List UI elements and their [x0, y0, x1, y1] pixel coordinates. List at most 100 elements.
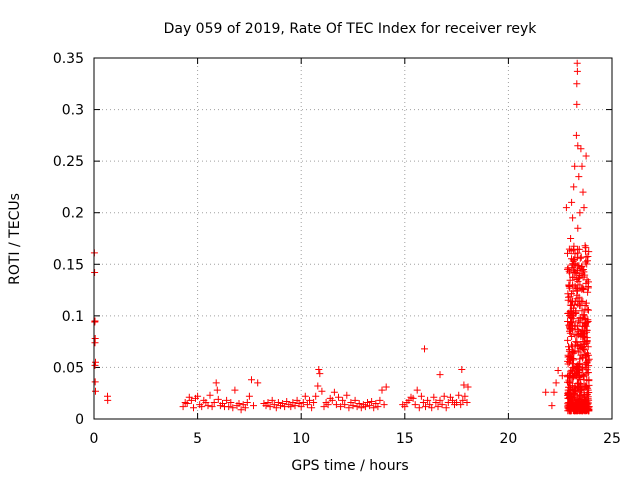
data-point	[229, 404, 237, 412]
data-point	[351, 396, 359, 404]
data-point	[231, 386, 239, 394]
data-point	[583, 366, 591, 374]
data-point	[401, 403, 409, 411]
data-point	[582, 258, 590, 266]
data-point	[434, 403, 442, 411]
data-point	[584, 316, 592, 324]
data-point	[430, 393, 438, 401]
data-point	[335, 393, 342, 401]
data-point	[569, 304, 577, 312]
data-point	[574, 249, 582, 257]
data-point	[415, 404, 423, 412]
data-point	[568, 392, 576, 400]
data-point	[578, 162, 586, 170]
data-point	[266, 403, 274, 411]
data-point	[580, 332, 588, 340]
data-point	[380, 401, 388, 409]
data-point	[91, 269, 99, 276]
data-point	[574, 277, 582, 285]
data-point	[291, 402, 299, 410]
data-point	[574, 142, 582, 150]
data-point	[237, 406, 245, 414]
data-point	[315, 366, 323, 373]
data-point	[575, 348, 583, 356]
data-point	[573, 80, 581, 88]
data-point	[301, 392, 309, 400]
data-point	[572, 131, 580, 139]
data-point	[183, 400, 191, 407]
data-point	[579, 273, 587, 281]
data-point	[208, 403, 216, 411]
x-tick-label: 5	[193, 431, 202, 447]
data-point	[566, 403, 574, 410]
data-point	[578, 263, 585, 271]
data-point	[585, 399, 592, 407]
data-point	[241, 404, 249, 412]
data-point	[316, 370, 324, 378]
data-point	[361, 403, 369, 411]
data-point	[584, 343, 592, 351]
data-point	[550, 388, 558, 396]
x-tick-label: 10	[292, 431, 310, 447]
data-point	[424, 396, 432, 404]
data-point	[264, 399, 272, 406]
data-point	[574, 224, 582, 232]
data-point	[566, 301, 574, 309]
data-point	[573, 59, 581, 67]
y-tick-label: 0.35	[53, 51, 84, 67]
data-point	[459, 396, 467, 404]
data-point	[370, 404, 378, 412]
data-point	[564, 296, 572, 304]
data-point	[582, 152, 590, 160]
data-point	[573, 67, 581, 75]
data-point	[432, 399, 440, 406]
data-point	[320, 403, 328, 411]
data-point	[91, 361, 99, 369]
data-point	[573, 100, 581, 108]
data-point	[567, 354, 575, 361]
data-point	[576, 391, 584, 399]
data-point	[575, 173, 583, 181]
data-point	[579, 338, 587, 345]
data-point	[214, 395, 222, 403]
y-tick-label: 0.25	[53, 154, 84, 170]
x-axis-label: GPS time / hours	[291, 458, 408, 474]
y-tick-label: 0.15	[53, 257, 84, 273]
data-point	[303, 401, 311, 409]
x-tick-label: 0	[90, 431, 99, 447]
data-point	[578, 307, 586, 315]
data-point	[460, 381, 468, 389]
data-point	[552, 379, 560, 387]
data-point	[579, 188, 587, 196]
data-point	[566, 284, 574, 292]
data-point	[328, 396, 336, 404]
data-point	[575, 274, 583, 282]
data-point	[213, 386, 221, 394]
data-point	[576, 315, 584, 323]
data-point	[250, 402, 257, 410]
data-point	[449, 396, 456, 404]
data-point	[417, 392, 425, 400]
data-point	[422, 403, 429, 411]
data-point	[574, 267, 581, 275]
data-point	[577, 253, 585, 261]
data-point	[245, 392, 253, 400]
data-point	[374, 403, 382, 411]
data-point	[463, 399, 471, 406]
data-point	[366, 402, 374, 410]
data-point	[413, 386, 421, 394]
data-point	[339, 396, 347, 404]
y-tick-label: 0.1	[62, 309, 84, 325]
data-point	[343, 391, 351, 399]
data-point	[567, 235, 575, 242]
data-point	[91, 378, 99, 386]
data-point	[324, 401, 332, 409]
data-point	[566, 269, 574, 277]
data-point	[579, 406, 587, 413]
data-point	[571, 331, 579, 339]
data-point	[268, 396, 276, 404]
data-point	[206, 391, 214, 399]
data-point	[444, 399, 452, 406]
data-point	[568, 290, 575, 298]
data-point	[580, 372, 587, 380]
